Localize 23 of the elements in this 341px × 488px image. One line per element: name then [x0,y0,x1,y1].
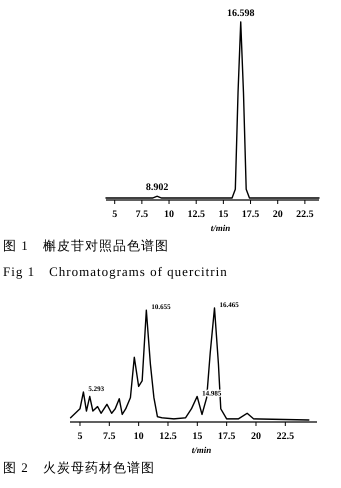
x-tick-label: 7.5 [103,431,116,442]
x-axis-title: t/min [192,445,212,455]
x-tick-label: 12.5 [187,209,205,220]
x-tick-label: 20 [250,431,261,442]
x-tick-label: 17.5 [242,209,260,220]
annotation: 8.902 [146,182,168,194]
x-tick-label: 12.5 [159,431,177,442]
caption: Fig 1 Chromatograms of quercitrin [3,264,228,279]
caption: 图 2 火炭母药材色谱图 [3,460,155,475]
caption: 图 1 槲皮苷对照品色谱图 [3,238,169,253]
x-tick-label: 22.5 [296,209,314,220]
x-tick-label: 15 [192,431,202,442]
x-tick-label: 17.5 [218,431,236,442]
x-tick-label: 20 [272,209,283,220]
annotation: 16.598 [226,8,254,19]
x-tick-label: 22.5 [276,431,294,442]
x-axis-title: t/min [210,223,230,233]
x-tick-label: 7.5 [136,209,148,220]
x-tick-label: 10 [164,209,174,220]
x-tick-label: 15 [218,209,228,220]
x-tick-label: 5 [77,431,82,442]
x-tick-label: 5 [112,209,118,220]
x-tick-label: 10 [134,431,144,442]
